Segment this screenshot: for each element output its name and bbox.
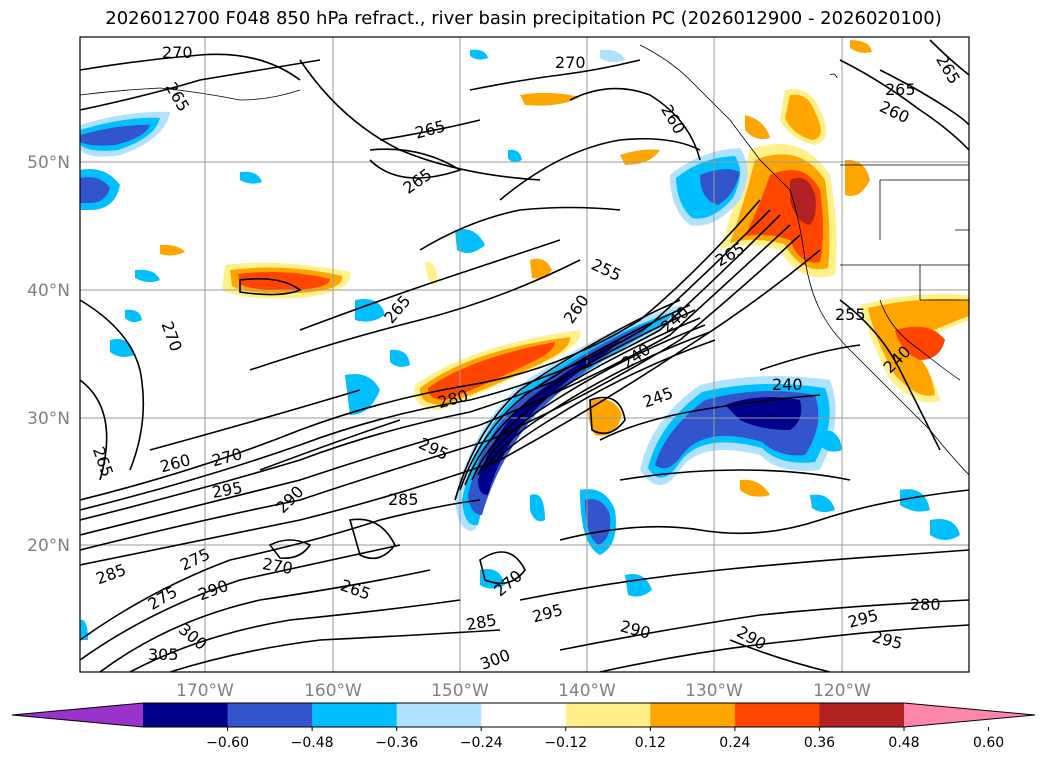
- colorbar-extend-min: [12, 703, 143, 727]
- contour-label: 240: [772, 375, 803, 394]
- lon-label: 160°W: [304, 681, 362, 700]
- contour-label: 280: [910, 595, 941, 614]
- map-frame: [79, 36, 970, 673]
- colorbar-bin: [734, 703, 820, 727]
- contour-label: 270: [555, 53, 586, 72]
- lat-label: 30°N: [27, 409, 70, 429]
- colorbar-bin: [227, 703, 313, 727]
- chart-title: 2026012700 F048 850 hPa refract., river …: [105, 8, 942, 29]
- lat-label: 50°N: [27, 153, 70, 173]
- colorbar-extend-max: [904, 703, 1035, 727]
- colorbar-tick-label: −0.48: [291, 735, 334, 751]
- colorbar-tick-label: −0.12: [544, 735, 587, 751]
- colorbar-tick-label: −0.36: [375, 735, 418, 751]
- colorbar-bin: [819, 703, 905, 727]
- lon-label: 150°W: [431, 681, 489, 700]
- contour-lines: [80, 39, 969, 672]
- lon-axis-labels: 170°W 160°W 150°W 140°W 130°W 120°W: [176, 681, 871, 700]
- colorbar-tick-label: 0.36: [804, 735, 835, 751]
- coastline: [80, 44, 969, 476]
- lat-label: 40°N: [27, 281, 70, 301]
- lon-label: 170°W: [176, 681, 234, 700]
- colorbar-outline: [11, 702, 1036, 728]
- colorbar-bin: [565, 703, 651, 727]
- contour-label: 285: [388, 490, 419, 509]
- contour-label: 270: [162, 43, 193, 62]
- colorbar-bin: [650, 703, 736, 727]
- colorbar-tick-label: 0.24: [719, 735, 750, 751]
- lon-label: 130°W: [685, 681, 743, 700]
- lat-label: 20°N: [27, 536, 70, 556]
- contour-label: 255: [835, 305, 866, 324]
- negative-shading: [80, 49, 960, 640]
- colorbar-bin: [143, 703, 229, 727]
- colorbar-tick-label: 0.12: [635, 735, 666, 751]
- contour-label: 305: [148, 645, 179, 664]
- lon-label: 120°W: [813, 681, 871, 700]
- map-plot: 270 265 265 265 265 270 270 265 260 255 …: [27, 36, 970, 700]
- colorbar-bin: [312, 703, 398, 727]
- colorbar-tick-label: −0.60: [206, 735, 249, 751]
- colorbar-bin: [396, 703, 482, 727]
- gridlines: [80, 37, 969, 672]
- colorbar-tick-label: 0.48: [888, 735, 919, 751]
- colorbar-tick-label: 0.60: [973, 735, 1004, 751]
- contour-label: 265: [885, 80, 916, 99]
- colorbar-tick-label: −0.24: [460, 735, 503, 751]
- contour-labels: 270 265 265 265 265 270 270 265 260 255 …: [89, 43, 964, 672]
- lon-label: 140°W: [558, 681, 616, 700]
- colorbar-bin: [481, 703, 567, 727]
- lat-axis-labels: 50°N 40°N 30°N 20°N: [27, 153, 70, 556]
